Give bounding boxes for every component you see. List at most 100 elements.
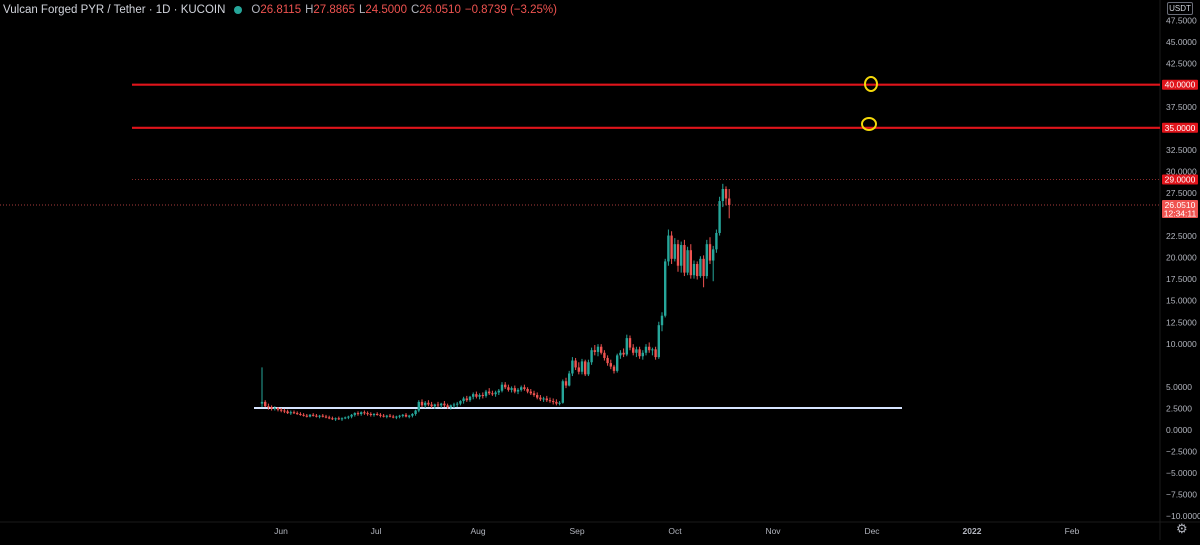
candle-body bbox=[273, 407, 276, 409]
annotation-circle bbox=[864, 76, 878, 92]
candle-body bbox=[548, 400, 552, 402]
candle-body bbox=[494, 392, 497, 395]
candle-body bbox=[500, 384, 504, 391]
candle-body bbox=[523, 387, 526, 389]
time-axis-label: Jun bbox=[274, 526, 288, 536]
candle-body bbox=[715, 232, 718, 250]
candle-body bbox=[606, 357, 609, 364]
candle-body bbox=[526, 388, 529, 392]
price-tick-label: 17.5000 bbox=[1166, 274, 1197, 284]
candle-body bbox=[424, 402, 427, 406]
price-tick-label: −2.5000 bbox=[1166, 447, 1197, 457]
ohlc-value: 26.8115 bbox=[260, 4, 302, 16]
currency-button[interactable]: USDT bbox=[1167, 2, 1193, 15]
candle-body bbox=[577, 367, 580, 372]
candle-body bbox=[504, 384, 507, 388]
candle-body bbox=[334, 418, 337, 420]
candle-body bbox=[625, 338, 628, 355]
candle-body bbox=[296, 413, 299, 415]
candle-body bbox=[472, 394, 475, 397]
candle-body bbox=[404, 414, 408, 417]
candle-body bbox=[436, 404, 440, 406]
price-tick-label: 5.0000 bbox=[1166, 382, 1192, 392]
candle-body bbox=[398, 415, 401, 417]
symbol-title[interactable]: Vulcan Forged PYR / Tether · 1D · KUCOIN bbox=[3, 4, 226, 16]
candle-body bbox=[340, 418, 344, 420]
candle-body bbox=[545, 398, 548, 401]
candle-body bbox=[315, 415, 318, 417]
price-label-text: 35.0000 bbox=[1165, 123, 1196, 133]
candle-body bbox=[609, 363, 612, 367]
price-label-text: 40.0000 bbox=[1165, 80, 1196, 90]
candle-body bbox=[408, 415, 411, 417]
candle-body bbox=[388, 415, 392, 417]
candle-body bbox=[312, 414, 315, 416]
candle-body bbox=[641, 352, 644, 357]
price-tick-label: 20.0000 bbox=[1166, 253, 1197, 263]
price-tick-label: 47.5000 bbox=[1166, 16, 1197, 26]
price-tick-label: 32.5000 bbox=[1166, 145, 1197, 155]
candle-body bbox=[337, 418, 340, 420]
candle-body bbox=[440, 403, 443, 406]
price-label-box bbox=[1162, 199, 1198, 218]
candle-body bbox=[692, 263, 696, 276]
ohlc-values: O26.8115 H27.8865 L24.5000 C26.0510 −0.8739 … bbox=[251, 4, 561, 16]
ohlc-value: 26.0510 bbox=[419, 4, 461, 16]
candle-body bbox=[568, 373, 571, 386]
time-axis-label: Dec bbox=[864, 526, 880, 536]
price-tick-label: 22.5000 bbox=[1166, 231, 1197, 241]
candle-body bbox=[427, 402, 430, 405]
candle-body bbox=[664, 261, 667, 316]
ohlc-label: O bbox=[251, 4, 261, 16]
candle-body bbox=[395, 416, 398, 418]
candle-body bbox=[478, 395, 481, 397]
candle-body bbox=[555, 401, 558, 404]
candle-body bbox=[580, 361, 584, 372]
candle-body bbox=[676, 244, 680, 266]
price-label-box bbox=[1162, 79, 1198, 90]
price-tick-label: 0.0000 bbox=[1166, 425, 1192, 435]
candle-body bbox=[632, 347, 635, 353]
candle-body bbox=[612, 366, 616, 371]
candle-body bbox=[539, 397, 542, 400]
candle-body bbox=[264, 401, 267, 407]
candle-body bbox=[462, 398, 465, 402]
candle-body bbox=[638, 349, 641, 357]
countdown-label: 12:34:11 bbox=[1164, 208, 1197, 218]
ohlc-value: 27.8865 bbox=[313, 4, 355, 16]
ohlc-value: −0.8739 (−3.25%) bbox=[464, 4, 557, 16]
candle-body bbox=[292, 412, 296, 414]
candle-body bbox=[270, 407, 273, 409]
candle-body bbox=[728, 198, 731, 205]
candle-body bbox=[280, 409, 283, 411]
candle-body bbox=[385, 415, 388, 417]
candle-body bbox=[542, 398, 545, 400]
annotation-circle bbox=[861, 117, 877, 131]
candle-body bbox=[596, 346, 600, 352]
candle-body bbox=[299, 413, 302, 415]
candle-body bbox=[360, 412, 363, 414]
price-tick-label: 37.5000 bbox=[1166, 102, 1197, 112]
candle-body bbox=[328, 417, 331, 419]
candle-body bbox=[584, 361, 587, 375]
candle-body bbox=[318, 415, 321, 417]
candle-body bbox=[558, 402, 561, 404]
candle-body bbox=[443, 403, 446, 406]
candle-body bbox=[276, 407, 280, 410]
price-label-text: 29.0000 bbox=[1165, 175, 1196, 185]
time-axis-label: Nov bbox=[765, 526, 781, 536]
candle-body bbox=[686, 250, 689, 273]
candle-body bbox=[372, 413, 376, 415]
gear-icon[interactable]: ⚙ bbox=[1176, 521, 1188, 536]
price-label-text: 26.0510 bbox=[1165, 200, 1196, 210]
ohlc-label: H bbox=[305, 4, 314, 16]
candle-body bbox=[673, 244, 676, 259]
price-label-box bbox=[1162, 174, 1198, 185]
price-tick-label: 45.0000 bbox=[1166, 37, 1197, 47]
candle-body bbox=[449, 405, 452, 408]
candle-body bbox=[369, 413, 372, 415]
candle-body bbox=[289, 412, 292, 414]
ohlc-label: L bbox=[358, 4, 366, 16]
